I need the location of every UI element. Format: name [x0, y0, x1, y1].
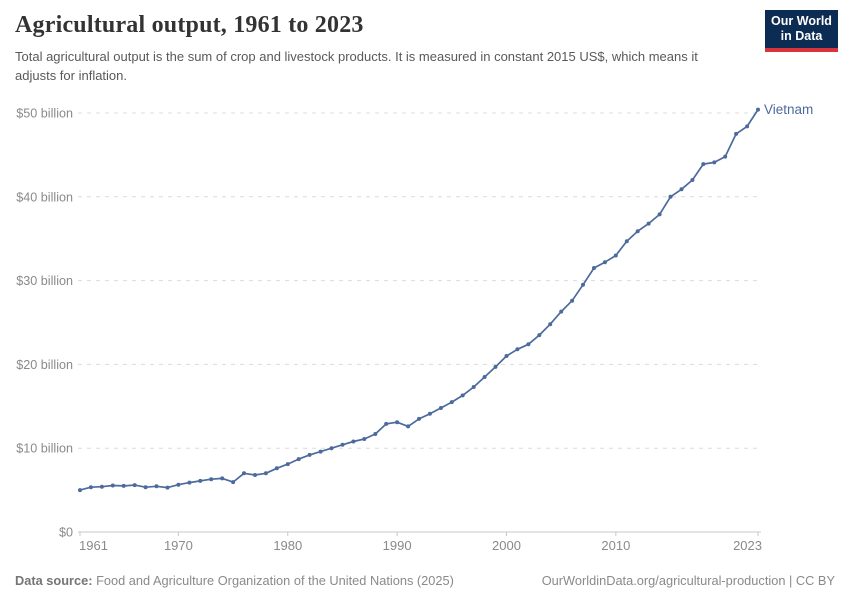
y-tick-label: $10 billion: [16, 442, 73, 456]
series-point: [745, 124, 750, 129]
series-point: [679, 187, 684, 192]
x-tick-label: 1980: [273, 538, 302, 553]
series-point: [427, 411, 432, 416]
page-title: Agricultural output, 1961 to 2023: [15, 12, 364, 38]
series-point: [165, 485, 170, 490]
series-point: [384, 421, 389, 426]
series-point: [318, 449, 323, 454]
x-tick-label: 2023: [733, 538, 762, 553]
y-tick-label: $20 billion: [16, 358, 73, 372]
series-point: [613, 253, 618, 258]
series-point: [263, 471, 268, 476]
x-tick-label: 1961: [79, 538, 108, 553]
data-source: Data source: Food and Agriculture Organi…: [15, 573, 454, 588]
series-point: [132, 483, 137, 488]
series-point: [602, 260, 607, 265]
series-point: [187, 480, 192, 485]
series-point: [373, 432, 378, 436]
owid-logo: Our World in Data: [765, 10, 838, 52]
series-point: [143, 485, 148, 490]
series-point: [329, 446, 334, 451]
series-point: [504, 354, 509, 358]
x-tick-label: 2010: [601, 538, 630, 553]
series-point: [110, 483, 115, 488]
series-point: [537, 333, 542, 338]
series-point: [253, 473, 257, 477]
series-point: [274, 466, 279, 471]
series-point: [734, 131, 739, 136]
series-point: [624, 239, 629, 244]
y-tick-label: $30 billion: [16, 274, 73, 288]
series-point: [635, 229, 640, 234]
series-point: [307, 452, 312, 457]
y-tick-label: $0: [59, 526, 73, 540]
series-point: [220, 476, 225, 481]
series-point: [657, 212, 662, 217]
series-point: [493, 364, 498, 369]
series-point: [712, 160, 717, 165]
series-point: [756, 107, 760, 112]
data-source-text: Food and Agriculture Organization of the…: [92, 573, 454, 588]
series-point: [242, 471, 246, 476]
owid-url: OurWorldinData.org/agricultural-producti…: [541, 573, 835, 588]
series-point: [351, 439, 356, 444]
series-point: [340, 442, 345, 447]
series-point: [176, 482, 181, 487]
series-point: [460, 393, 465, 398]
series-point: [526, 342, 531, 347]
series-line-vietnam: [79, 108, 759, 491]
x-tick-label: 1970: [164, 538, 193, 553]
series-point: [559, 309, 564, 314]
chart-subtitle: Total agricultural output is the sum of …: [15, 49, 698, 83]
series-point: [198, 478, 203, 483]
logo-line2: in Data: [780, 29, 823, 43]
series-point: [668, 194, 673, 199]
series-point: [121, 483, 126, 488]
series-point: [395, 420, 400, 425]
series-point: [406, 424, 411, 429]
data-source-label: Data source:: [15, 573, 93, 588]
series-point: [646, 221, 651, 226]
series-point: [78, 488, 82, 493]
y-tick-label: $40 billion: [16, 190, 73, 204]
logo-line1: Our World: [771, 14, 832, 29]
series-label-vietnam: Vietnam: [764, 102, 813, 117]
series-point: [482, 375, 487, 379]
series-point: [362, 437, 367, 441]
series-point: [296, 457, 301, 462]
series-point: [417, 416, 421, 421]
series-point: [581, 282, 585, 287]
series-point: [723, 154, 728, 159]
series-point: [99, 484, 104, 489]
series-point: [515, 347, 520, 352]
series-point: [209, 477, 214, 482]
series-point: [231, 480, 236, 485]
series-point: [154, 484, 159, 489]
series-point: [690, 178, 695, 182]
x-tick-label: 2000: [492, 538, 521, 553]
series-point: [548, 322, 553, 327]
chart-footer: Data source: Food and Agriculture Organi…: [15, 573, 835, 588]
x-tick-label: 1990: [383, 538, 412, 553]
series-point: [701, 162, 706, 167]
series-point: [438, 406, 443, 410]
chart-header: Agricultural output, 1961 to 2023 Total …: [15, 12, 755, 86]
series-point: [449, 400, 454, 405]
y-tick-label: $50 billion: [16, 107, 73, 121]
series-point: [88, 485, 93, 490]
series-point: [471, 385, 476, 389]
series-point: [570, 298, 575, 303]
series-point: [592, 266, 596, 270]
series-point: [285, 462, 290, 467]
